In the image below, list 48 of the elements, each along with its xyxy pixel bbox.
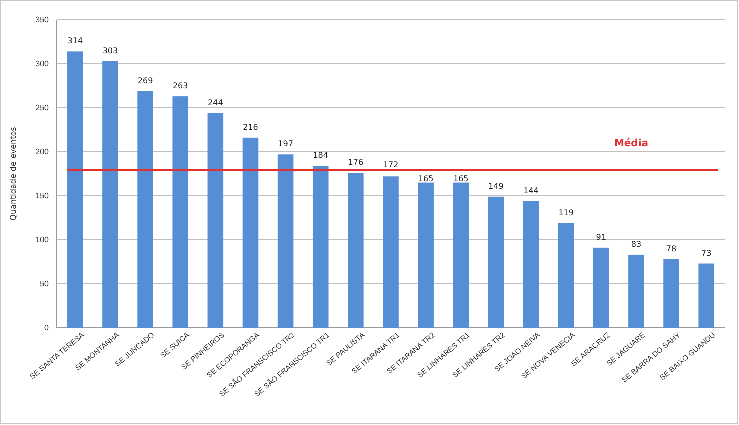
data-label: 314 <box>68 36 84 46</box>
bar <box>102 61 118 328</box>
data-label: 165 <box>418 174 434 184</box>
bar <box>488 196 504 328</box>
y-tick-label: 200 <box>36 148 50 157</box>
y-tick-label: 50 <box>40 280 50 289</box>
data-label: 73 <box>701 248 712 258</box>
y-tick-label: 350 <box>36 16 50 25</box>
data-label: 91 <box>596 232 606 242</box>
data-label: 269 <box>138 76 154 86</box>
data-label: 83 <box>631 240 642 249</box>
data-label: 176 <box>348 158 364 168</box>
y-tick-label: 0 <box>44 324 50 333</box>
bar <box>453 182 470 328</box>
data-label: 303 <box>102 46 118 56</box>
bar <box>348 173 364 328</box>
bar <box>523 201 540 328</box>
ref-line-label: Média <box>614 138 649 150</box>
data-label: 172 <box>383 160 399 170</box>
bar <box>594 248 610 328</box>
bar <box>278 154 294 328</box>
data-label: 165 <box>453 174 469 184</box>
bar <box>698 264 714 328</box>
bar <box>172 96 188 328</box>
data-label: 197 <box>278 140 294 149</box>
bar <box>628 254 644 328</box>
bar <box>383 176 399 328</box>
bar <box>558 223 574 328</box>
y-axis-title: Quantidade de eventos <box>9 127 18 221</box>
bar <box>242 138 259 328</box>
bar <box>208 113 224 328</box>
data-label: 149 <box>488 182 504 191</box>
bar <box>68 52 84 328</box>
y-tick-label: 150 <box>36 192 50 201</box>
data-label: 184 <box>313 151 329 160</box>
data-label: 119 <box>558 208 574 218</box>
data-label: 78 <box>666 244 677 254</box>
bar <box>312 166 329 328</box>
y-tick-label: 100 <box>36 236 50 245</box>
y-tick-label: 250 <box>36 104 50 113</box>
bar <box>418 182 434 328</box>
data-label: 263 <box>172 82 188 91</box>
bar <box>138 91 154 328</box>
data-label: 144 <box>524 186 539 196</box>
y-tick-label: 300 <box>36 60 50 69</box>
data-label: 244 <box>208 98 224 108</box>
bar <box>664 259 680 328</box>
data-label: 216 <box>243 122 258 132</box>
